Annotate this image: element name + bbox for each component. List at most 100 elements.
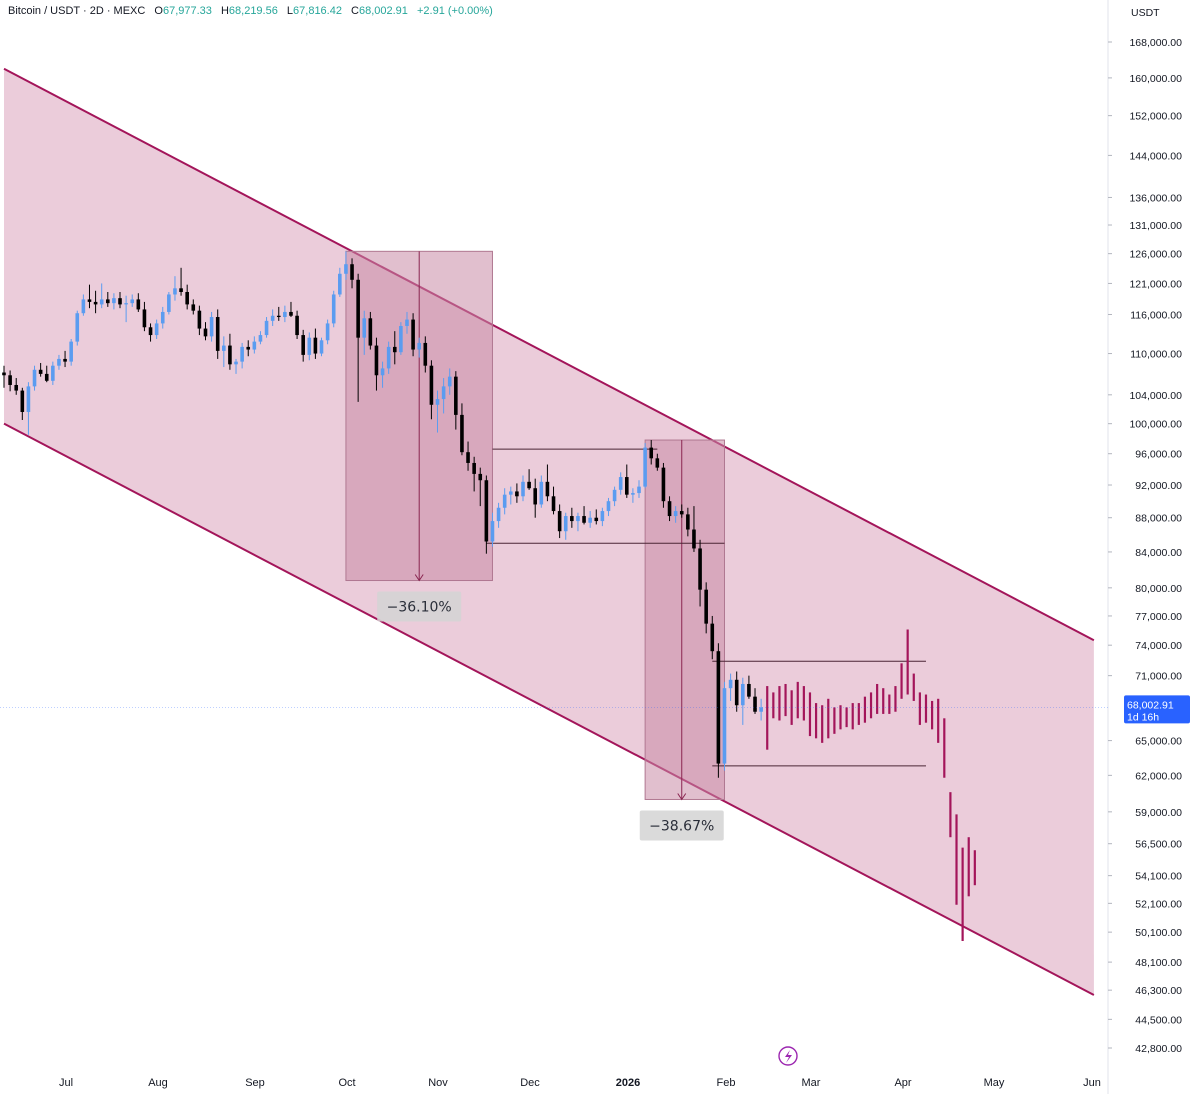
- candle-body: [386, 346, 391, 369]
- price-tick-label: 46,300.00: [1135, 985, 1182, 997]
- time-tick-label: Feb: [717, 1077, 736, 1089]
- candle-body: [81, 299, 86, 314]
- close-key: C: [351, 5, 359, 17]
- time-tick-label: Apr: [894, 1077, 911, 1089]
- current-price-tag: [1124, 695, 1190, 724]
- price-tick-label: 136,000.00: [1129, 192, 1182, 204]
- candle-body: [8, 375, 12, 385]
- price-tick-label: 77,000.00: [1135, 611, 1182, 623]
- candle-body: [130, 299, 135, 304]
- candle-body: [173, 288, 177, 295]
- candle-body: [197, 310, 202, 329]
- low-value: 67,816.42: [293, 5, 342, 17]
- candle-body: [423, 342, 428, 366]
- candle-body: [631, 493, 635, 495]
- candle-body: [655, 458, 660, 468]
- candle-body: [289, 311, 293, 316]
- candle-body: [417, 342, 421, 350]
- candle-body: [99, 299, 104, 305]
- candle-body: [429, 365, 434, 405]
- candle-body: [618, 477, 623, 490]
- drop-box-layer: [345, 250, 725, 801]
- drop-label-box-2: [639, 810, 724, 841]
- candle-body: [570, 516, 574, 522]
- candle-body: [435, 399, 440, 405]
- drop-label-2: −38.67%: [649, 818, 714, 834]
- candle-body: [478, 473, 483, 481]
- candle-body: [350, 264, 354, 280]
- candle-body: [588, 517, 592, 523]
- candle-body: [167, 294, 171, 312]
- candle-body: [69, 341, 73, 362]
- symbol-label: Bitcoin / USDT · 2D · MEXC: [8, 5, 146, 17]
- candle-body: [313, 337, 318, 354]
- candle-body: [44, 373, 49, 381]
- candles-layer: [2, 251, 763, 778]
- candle-body: [295, 315, 299, 336]
- time-axis[interactable]: Jul Aug Sep Oct Nov Dec 2026 Feb Mar Apr May Jun: [59, 1077, 1101, 1089]
- price-tick-label: 65,000.00: [1135, 736, 1182, 748]
- candle-body: [258, 335, 263, 342]
- candle-body: [331, 294, 336, 324]
- candle-body: [319, 340, 324, 354]
- candle-body: [252, 341, 257, 350]
- open-key: O: [154, 5, 163, 17]
- price-tick-label: 100,000.00: [1129, 419, 1182, 431]
- time-tick-label: Dec: [520, 1077, 540, 1089]
- candle-body: [563, 516, 568, 532]
- price-tick-label: 56,500.00: [1135, 839, 1182, 851]
- high-key: H: [220, 5, 229, 17]
- annotation-layer: −36.10% −38.67%: [377, 591, 724, 841]
- price-tick-label: 110,000.00: [1130, 349, 1182, 361]
- candle-body: [728, 679, 733, 689]
- candle-body: [600, 511, 605, 522]
- time-tick-label: Mar: [802, 1077, 821, 1089]
- candle-body: [380, 368, 385, 376]
- candle-body: [502, 494, 507, 508]
- candle-body: [692, 529, 696, 549]
- time-tick-label: 2026: [616, 1077, 640, 1089]
- candle-body: [362, 318, 367, 338]
- price-axis[interactable]: USDT 168,000.00 160,000.00 152,000.00 144,00…: [1107, 0, 1200, 1094]
- low-key: L: [286, 5, 294, 17]
- time-tick-label: Sep: [245, 1077, 265, 1089]
- candle-body: [270, 315, 275, 321]
- candle-body: [222, 345, 226, 351]
- price-tick-label: 96,000.00: [1135, 449, 1182, 461]
- candle-body: [191, 304, 196, 311]
- price-tick-label: 50,100.00: [1135, 927, 1182, 939]
- price-tick-label: 59,000.00: [1135, 807, 1182, 819]
- candle-body: [484, 480, 489, 542]
- candle-body: [722, 688, 727, 764]
- candle-body: [710, 623, 715, 652]
- candle-body: [75, 313, 80, 342]
- price-axis-bg: [1108, 0, 1200, 1094]
- candle-body: [454, 376, 458, 415]
- candle-body: [32, 369, 37, 387]
- candle-body: [527, 481, 531, 489]
- candle-body: [624, 477, 629, 495]
- close-value: 68,002.91: [358, 5, 408, 17]
- price-tick-label: 104,000.00: [1129, 390, 1182, 402]
- price-tick-label: 84,000.00: [1135, 547, 1182, 559]
- candle-body: [148, 327, 153, 336]
- channel-upper-line: [3, 67, 1095, 642]
- candle-body: [582, 516, 586, 523]
- candle-body: [215, 317, 220, 351]
- currency-label: USDT: [1131, 7, 1160, 19]
- candle-body: [661, 467, 666, 502]
- candle-body: [136, 299, 141, 310]
- candle-body: [301, 335, 305, 355]
- time-tick-label: Nov: [428, 1077, 448, 1089]
- candle-body: [368, 318, 373, 346]
- candle-body: [521, 481, 525, 497]
- price-tick-label: 121,000.00: [1129, 278, 1182, 290]
- candle-body: [209, 317, 214, 337]
- candle-body: [734, 679, 739, 706]
- candle-body: [264, 320, 269, 336]
- candle-body: [234, 361, 238, 365]
- price-tick-label: 62,000.00: [1135, 770, 1182, 782]
- extra-layer: [0, 707, 1108, 1066]
- time-tick-label: Aug: [148, 1077, 168, 1089]
